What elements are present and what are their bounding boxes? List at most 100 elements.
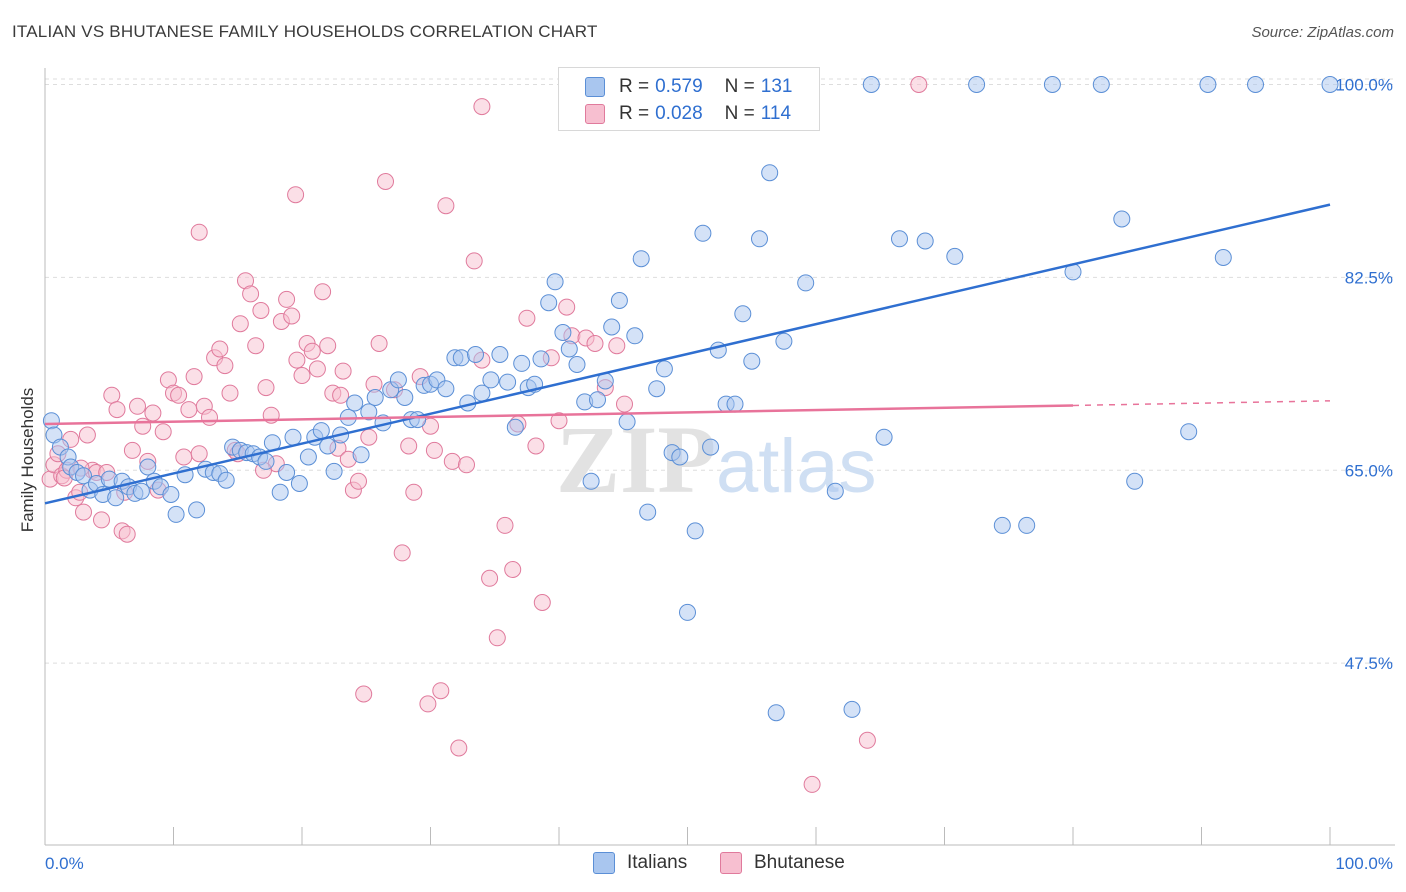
data-point: [425, 441, 443, 459]
bhutanese-r-label: R =: [619, 103, 650, 124]
data-point: [648, 380, 666, 398]
data-point: [467, 346, 484, 363]
data-point: [211, 340, 229, 358]
data-point: [496, 516, 514, 534]
data-point: [93, 511, 110, 529]
data-point: [350, 472, 367, 490]
data-point: [405, 483, 423, 501]
data-point: [231, 315, 249, 333]
data-point: [632, 250, 650, 268]
data-point: [432, 682, 450, 700]
data-point: [568, 356, 586, 373]
data-point: [325, 462, 343, 480]
data-point: [78, 426, 96, 444]
data-point: [257, 379, 275, 397]
data-point: [75, 467, 92, 485]
trend-lines: [44, 203, 1331, 505]
data-point: [626, 327, 644, 345]
data-point: [75, 503, 92, 521]
data-point: [560, 340, 578, 358]
data-point: [1247, 76, 1264, 93]
data-point: [671, 448, 689, 466]
data-point: [465, 252, 483, 270]
bhutanese-n-value: 114: [760, 103, 792, 124]
data-point: [481, 569, 499, 587]
data-point: [499, 373, 517, 391]
data-point: [488, 629, 506, 647]
data-point: [352, 446, 370, 464]
data-point: [162, 486, 180, 503]
italians-points: [42, 76, 1339, 722]
data-point: [826, 482, 844, 500]
data-point: [1092, 76, 1110, 93]
data-point: [775, 332, 793, 350]
data-point: [550, 412, 568, 430]
data-point: [582, 472, 600, 490]
data-point: [118, 525, 136, 543]
data-point: [154, 423, 172, 441]
data-point: [491, 346, 509, 363]
data-point: [185, 368, 203, 386]
data-point: [139, 458, 157, 476]
data-point: [546, 273, 564, 291]
data-point: [355, 685, 373, 703]
italians-swatch: [593, 852, 615, 874]
data-point: [217, 471, 235, 489]
data-point: [201, 408, 218, 426]
italians-r-value: 0.579: [655, 76, 703, 97]
data-point: [533, 594, 551, 611]
data-point: [257, 452, 275, 470]
data-point: [170, 386, 188, 404]
watermark: ZIP atlas: [556, 406, 877, 513]
y-tick-label: 65.0%: [1345, 461, 1393, 480]
data-point: [686, 522, 704, 540]
data-point: [108, 401, 126, 419]
data-point: [419, 695, 437, 713]
data-point: [916, 232, 934, 250]
data-point: [190, 223, 208, 241]
data-point: [506, 418, 524, 436]
data-point: [554, 324, 572, 341]
watermark-zip: ZIP: [556, 406, 716, 513]
source-label: Source: ZipAtlas.com: [1251, 24, 1394, 41]
data-point: [694, 224, 712, 242]
data-point: [910, 76, 928, 93]
data-point: [616, 395, 633, 413]
data-point: [443, 452, 461, 470]
data-point: [679, 603, 696, 621]
data-point: [366, 389, 384, 406]
data-point: [132, 482, 150, 500]
data-point: [655, 360, 673, 378]
data-point: [618, 413, 636, 431]
y-axis-label: Family Households: [18, 387, 37, 533]
data-point: [346, 394, 364, 412]
data-point: [726, 395, 744, 413]
data-point: [603, 318, 621, 336]
data-point: [389, 371, 407, 389]
data-point: [247, 337, 265, 355]
data-point: [608, 337, 626, 355]
data-point: [458, 456, 475, 474]
data-point: [242, 285, 260, 303]
data-point: [393, 544, 411, 562]
data-point: [278, 464, 296, 481]
axes: [44, 68, 1395, 846]
data-point: [284, 428, 302, 446]
bhutanese-n-label: N =: [724, 103, 755, 124]
data-point: [332, 386, 350, 404]
data-point: [180, 401, 198, 419]
legend-row-italians: R = 0.579 N = 131: [585, 74, 792, 100]
data-point: [396, 389, 414, 406]
bhutanese-swatch: [585, 104, 605, 124]
data-point: [1199, 76, 1217, 93]
data-point: [287, 186, 305, 204]
grid-lines: [45, 78, 1395, 664]
bhutanese-r-value: 0.028: [655, 103, 703, 124]
data-point: [767, 704, 785, 722]
legend: R = 0.579 N = 131 R = 0.028 N = 114: [558, 67, 820, 131]
data-point: [377, 173, 394, 190]
data-point: [144, 404, 162, 422]
data-point: [610, 292, 628, 309]
data-point: [586, 335, 604, 352]
